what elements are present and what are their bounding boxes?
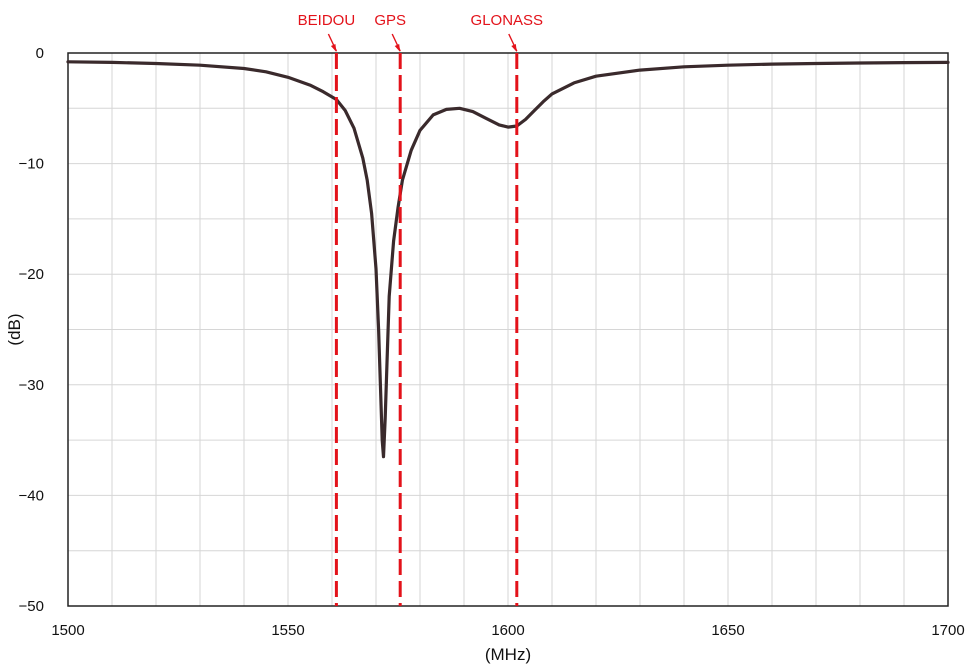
- x-tick-label: 1650: [711, 622, 744, 639]
- y-tick-label: −20: [19, 266, 44, 283]
- marker-label: GPS: [374, 12, 406, 29]
- marker-arrowhead: [394, 44, 401, 52]
- x-tick-label: 1700: [931, 622, 964, 639]
- marker-label: GLONASS: [471, 12, 544, 29]
- x-tick-label: 1550: [271, 622, 304, 639]
- y-tick-label: −10: [19, 156, 44, 173]
- y-tick-label: −30: [19, 377, 44, 394]
- y-tick-label: 0: [36, 45, 44, 62]
- x-axis-label: (MHz): [485, 645, 531, 664]
- x-tick-label: 1500: [51, 622, 84, 639]
- marker-arrowhead: [511, 44, 517, 52]
- y-axis-label: (dB): [5, 313, 24, 345]
- x-tick-label: 1600: [491, 622, 524, 639]
- y-tick-label: −40: [19, 487, 44, 504]
- marker-label: BEIDOU: [298, 12, 356, 29]
- y-tick-label: −50: [19, 598, 44, 615]
- marker-group: BEIDOU GPS GLONASS: [298, 12, 543, 606]
- y-tick-labels: 0 −10 −20 −30 −40 −50: [19, 45, 44, 615]
- plot-frame: [67, 52, 949, 607]
- marker-arrowhead: [330, 44, 337, 52]
- x-tick-labels: 1500 1550 1600 1650 1700: [51, 622, 964, 639]
- grid: [68, 53, 948, 606]
